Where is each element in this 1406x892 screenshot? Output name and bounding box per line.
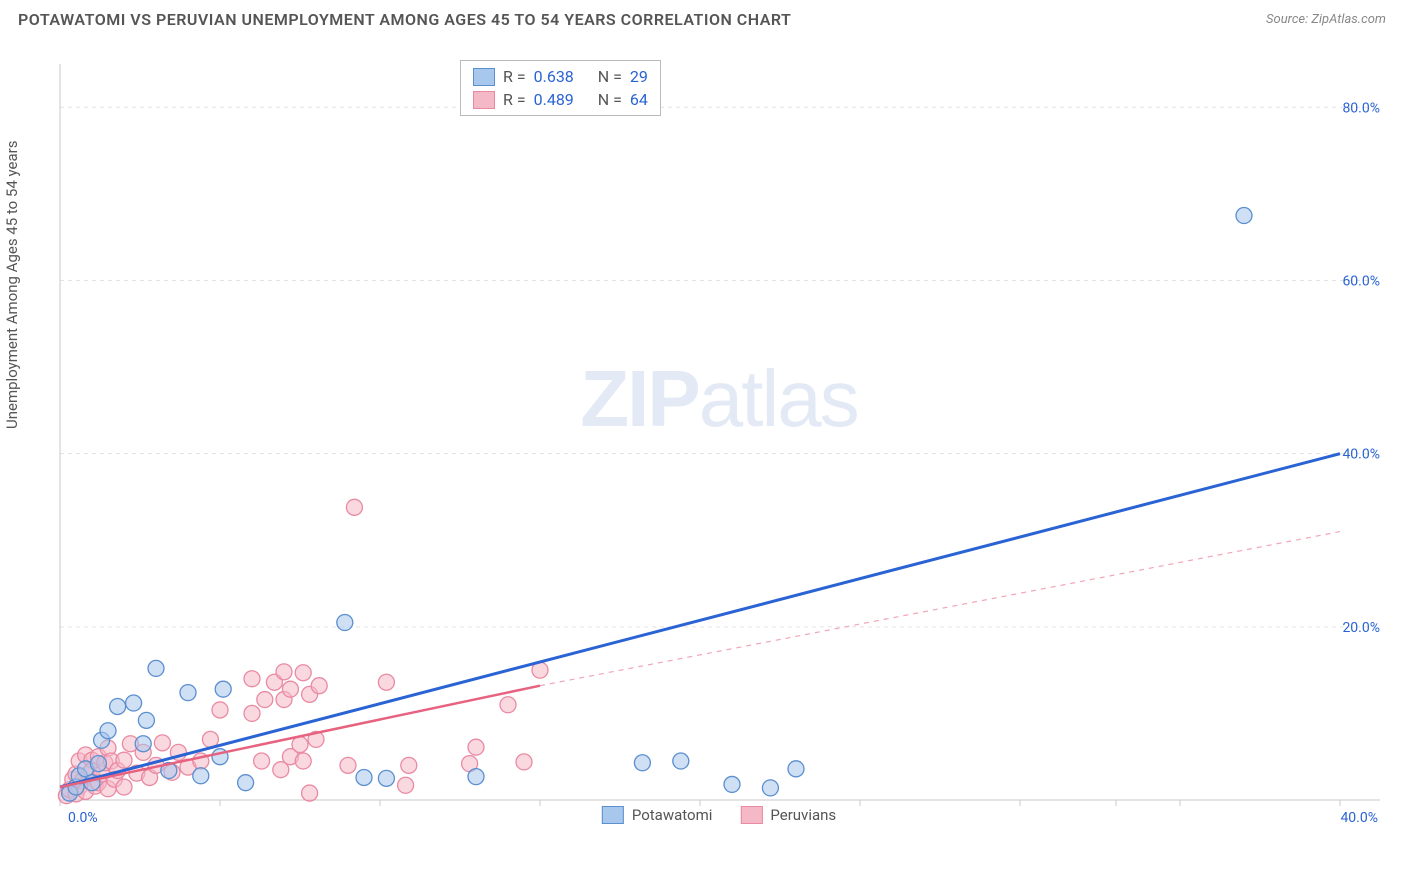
y-axis-label: Unemployment Among Ages 45 to 54 years: [3, 141, 21, 429]
svg-text:40.0%: 40.0%: [1340, 810, 1378, 826]
svg-text:0.0%: 0.0%: [68, 810, 98, 826]
legend-item: Peruvians: [740, 806, 836, 824]
stat-n-label: N =: [598, 90, 622, 109]
stat-n-value: 29: [630, 67, 648, 86]
legend-item: Potawatomi: [602, 806, 713, 824]
stat-r-label: R =: [503, 90, 526, 109]
stat-n-value: 64: [630, 90, 648, 109]
stat-r-value: 0.489: [534, 90, 574, 109]
stat-row: R = 0.489 N = 64: [473, 88, 648, 111]
chart-area: 20.0%40.0%60.0%80.0%0.0%40.0% ZIPatlas P…: [54, 60, 1384, 830]
svg-text:60.0%: 60.0%: [1342, 273, 1380, 289]
correlation-stat-box: R = 0.638 N = 29 R = 0.489 N = 64: [460, 60, 661, 116]
legend-swatch: [740, 806, 762, 824]
stat-row: R = 0.638 N = 29: [473, 65, 648, 88]
legend-label: Peruvians: [770, 806, 836, 824]
source-label: Source: ZipAtlas.com: [1266, 12, 1386, 27]
stat-r-value: 0.638: [534, 67, 574, 86]
scatter-chart: 20.0% 40.0% 60.0% 80.0% 0.0% 40.0%: [54, 60, 1384, 830]
svg-text:20.0%: 20.0%: [1342, 620, 1380, 636]
stat-swatch: [473, 91, 495, 109]
stat-n-label: N =: [598, 67, 622, 86]
stat-swatch: [473, 68, 495, 86]
title-bar: POTAWATOMI VS PERUVIAN UNEMPLOYMENT AMON…: [0, 0, 1406, 37]
bottom-legend: Potawatomi Peruvians: [602, 806, 836, 824]
legend-label: Potawatomi: [632, 806, 713, 824]
chart-title: POTAWATOMI VS PERUVIAN UNEMPLOYMENT AMON…: [18, 10, 791, 29]
legend-swatch: [602, 806, 624, 824]
svg-text:80.0%: 80.0%: [1342, 100, 1380, 116]
svg-text:40.0%: 40.0%: [1342, 447, 1380, 463]
stat-r-label: R =: [503, 67, 526, 86]
